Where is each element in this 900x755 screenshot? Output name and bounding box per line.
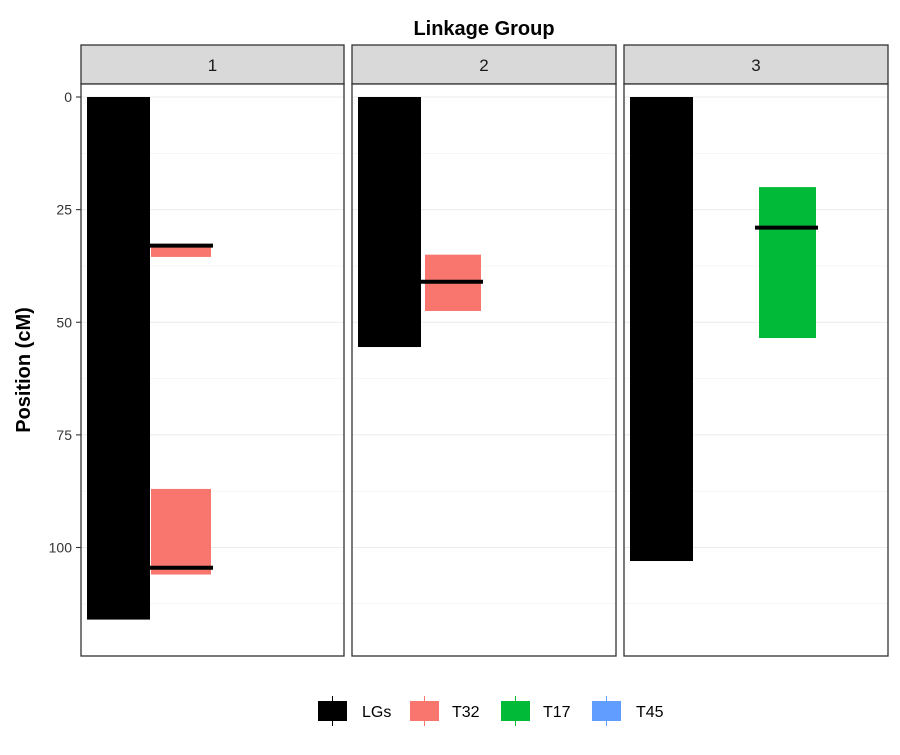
legend-label: LGs <box>362 704 391 721</box>
qtl-interval-T32 <box>151 488 211 575</box>
facet-strip-label: 2 <box>479 56 488 75</box>
panel-border <box>351 83 617 657</box>
facet-strip <box>80 44 345 85</box>
linkage-group-bar <box>87 97 150 620</box>
legend-item-T17: T17 <box>501 696 571 726</box>
legend-label: T32 <box>452 704 480 721</box>
y-tick-label: 0 <box>64 89 72 105</box>
chart-title: Linkage Group <box>413 18 554 40</box>
facet-strip <box>623 44 889 85</box>
qtl-interval-T17 <box>759 187 816 339</box>
y-tick-label: 75 <box>56 427 72 443</box>
facet-strip-label: 1 <box>208 56 217 75</box>
linkage-group-bar <box>358 97 421 348</box>
facet-panel-2: 2 <box>351 44 617 657</box>
facet-panel-3: 3 <box>623 44 889 657</box>
y-tick-label: 50 <box>56 314 72 330</box>
legend-label: T45 <box>636 704 664 721</box>
legend-label: T17 <box>543 704 571 721</box>
legend-item-T32: T32 <box>410 696 480 726</box>
legend: LGs T32 T17 T45 <box>318 696 664 726</box>
y-tick-label: 100 <box>49 540 73 556</box>
facet-panels: 1 2 3 <box>80 44 889 657</box>
panel-border <box>80 83 345 657</box>
facet-panel-1: 1 <box>80 44 345 657</box>
panel-border <box>623 83 889 657</box>
y-axis-ticks: 0 25 50 75 100 <box>49 89 81 556</box>
legend-item-LGs: LGs <box>318 696 391 726</box>
y-tick-label: 25 <box>56 202 72 218</box>
facet-strip-label: 3 <box>751 56 760 75</box>
y-axis-label: Position (cM) <box>13 307 35 433</box>
qtl-interval-T32 <box>151 245 211 257</box>
legend-item-T45: T45 <box>592 696 664 726</box>
linkage-group-bar <box>630 97 693 562</box>
